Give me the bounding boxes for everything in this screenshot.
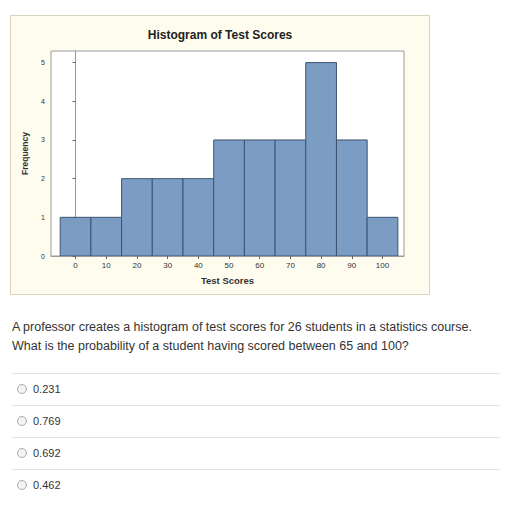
svg-text:4: 4 xyxy=(41,98,45,105)
svg-text:1: 1 xyxy=(41,214,45,221)
svg-text:2: 2 xyxy=(41,175,45,182)
svg-text:30: 30 xyxy=(163,261,172,270)
svg-text:0: 0 xyxy=(73,261,78,270)
svg-text:Histogram of Test Scores: Histogram of Test Scores xyxy=(148,28,293,42)
html-text:0.692: 0.692 xyxy=(33,447,61,459)
html-text:0.231: 0.231 xyxy=(33,383,61,395)
svg-text:40: 40 xyxy=(194,261,203,270)
svg-text:20: 20 xyxy=(132,261,141,270)
html-text:0.769: 0.769 xyxy=(33,415,61,427)
svg-text:0: 0 xyxy=(41,253,45,260)
html-text:What is the probability of a s: What is the probability of a student hav… xyxy=(12,339,409,353)
svg-text:60: 60 xyxy=(255,261,264,270)
svg-text:50: 50 xyxy=(225,261,234,270)
svg-text:Frequency: Frequency xyxy=(20,132,30,175)
svg-text:100: 100 xyxy=(376,261,390,270)
html-text:A professor creates a histogra: A professor creates a histogram of test … xyxy=(12,320,472,334)
svg-text:3: 3 xyxy=(41,136,45,143)
svg-text:5: 5 xyxy=(41,59,45,66)
svg-text:80: 80 xyxy=(317,261,326,270)
svg-text:70: 70 xyxy=(286,261,295,270)
svg-text:90: 90 xyxy=(347,261,356,270)
svg-text:Test Scores: Test Scores xyxy=(201,275,254,286)
svg-text:10: 10 xyxy=(102,261,111,270)
html-text:0.462: 0.462 xyxy=(33,479,61,491)
